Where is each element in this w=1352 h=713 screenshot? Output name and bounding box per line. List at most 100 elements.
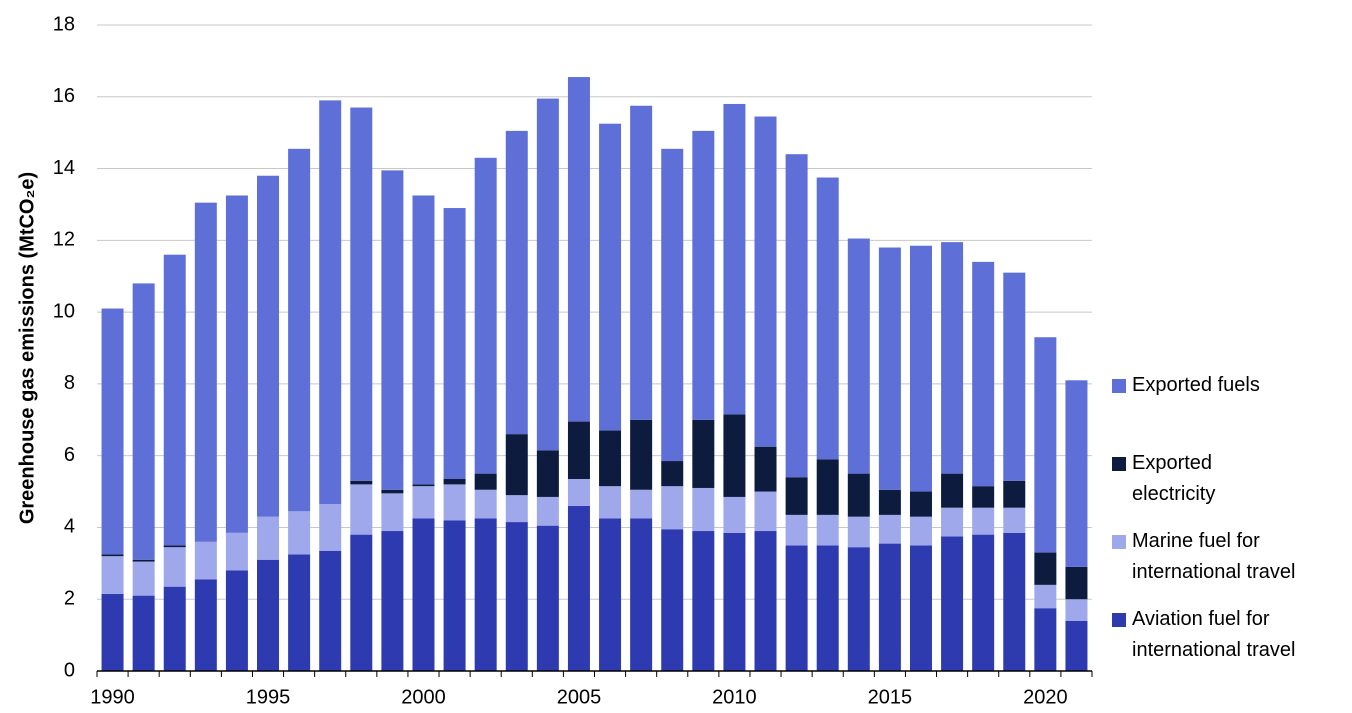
bar-segment bbox=[754, 446, 777, 492]
bar-segment bbox=[536, 450, 559, 497]
bar-segment bbox=[101, 308, 124, 555]
bar-segment bbox=[257, 516, 280, 560]
bar-segment bbox=[567, 77, 590, 422]
bar-segment bbox=[505, 130, 528, 435]
bar-segment bbox=[567, 421, 590, 479]
bar-segment bbox=[412, 486, 435, 519]
bar-segment bbox=[567, 478, 590, 506]
bar-segment bbox=[163, 547, 186, 587]
bar-segment bbox=[972, 261, 995, 487]
bar-segment bbox=[692, 130, 715, 420]
bar-segment bbox=[661, 529, 684, 671]
y-tick-label: 12 bbox=[53, 229, 75, 251]
bar-segment bbox=[847, 547, 870, 671]
y-tick-label: 16 bbox=[53, 85, 75, 107]
bar-segment bbox=[754, 531, 777, 671]
bar-segment bbox=[599, 518, 622, 671]
bar-segment bbox=[474, 489, 497, 519]
y-tick-label: 14 bbox=[53, 157, 75, 179]
bar-segment bbox=[443, 520, 466, 671]
bar-segment bbox=[878, 514, 901, 544]
y-axis-label: Greenhouse gas emissions (MtCO₂e) bbox=[16, 172, 38, 524]
bar-segment bbox=[505, 434, 528, 496]
bar-segment bbox=[225, 570, 248, 671]
bar-segment bbox=[816, 177, 839, 460]
y-tick-label: 6 bbox=[64, 444, 75, 466]
bar-segment bbox=[288, 148, 311, 512]
bar-segment bbox=[785, 545, 808, 671]
bar-segment bbox=[878, 543, 901, 671]
bar-segment bbox=[847, 238, 870, 474]
bar-segment bbox=[599, 486, 622, 519]
bar-segment bbox=[692, 531, 715, 671]
legend-swatch bbox=[1112, 379, 1126, 393]
bar-segment bbox=[257, 559, 280, 671]
bar-segment bbox=[350, 534, 373, 671]
bar-segment bbox=[381, 489, 404, 494]
bar-segment bbox=[443, 208, 466, 479]
bar-segment bbox=[1065, 620, 1088, 671]
legend-item: Exported fuels bbox=[1112, 370, 1352, 401]
bar-segment bbox=[288, 511, 311, 555]
bar-segment bbox=[785, 514, 808, 546]
x-tick-label: 2000 bbox=[401, 686, 446, 708]
bar-segment bbox=[630, 489, 653, 519]
legend-label: Aviation fuel for international travel bbox=[1132, 608, 1296, 661]
y-tick-label: 18 bbox=[53, 13, 75, 35]
legend-swatch bbox=[1112, 613, 1126, 627]
bar-segment bbox=[941, 507, 964, 537]
x-tick-label: 1995 bbox=[246, 686, 291, 708]
bar-segment bbox=[785, 154, 808, 478]
x-tick-label: 2015 bbox=[868, 686, 913, 708]
legend-label: Marine fuel for international travel bbox=[1132, 530, 1296, 583]
bar-segment bbox=[754, 116, 777, 447]
bar-segment bbox=[536, 525, 559, 671]
bar-segment bbox=[505, 522, 528, 671]
bar-segment bbox=[630, 419, 653, 490]
bar-segment bbox=[816, 514, 839, 546]
bar-segment bbox=[630, 105, 653, 420]
bar-segment bbox=[412, 195, 435, 485]
legend-item: Marine fuel for international travel bbox=[1112, 526, 1352, 588]
bar-segment bbox=[816, 459, 839, 515]
bar-segment bbox=[661, 461, 684, 487]
bar-segment bbox=[381, 170, 404, 490]
bar-segment bbox=[319, 550, 342, 671]
bar-segment bbox=[816, 545, 839, 671]
bar-segment bbox=[1034, 584, 1057, 609]
bar-segment bbox=[567, 505, 590, 671]
x-tick-label: 1990 bbox=[90, 686, 135, 708]
bar-segment bbox=[350, 107, 373, 481]
bar-segment bbox=[536, 98, 559, 451]
bar-segment bbox=[1003, 272, 1026, 481]
bar-segment bbox=[723, 532, 746, 671]
bar-segment bbox=[1034, 608, 1057, 671]
bar-segment bbox=[132, 595, 155, 671]
bar-segment bbox=[909, 545, 932, 671]
bar-segment bbox=[536, 496, 559, 526]
legend-label: Exported fuels bbox=[1132, 374, 1260, 396]
legend-swatch bbox=[1112, 535, 1126, 549]
y-tick-label: 2 bbox=[64, 588, 75, 610]
bar-segment bbox=[194, 202, 217, 542]
bar-segment bbox=[847, 473, 870, 517]
bar-segment bbox=[1065, 566, 1088, 600]
bar-segment bbox=[474, 473, 497, 490]
bar-segment bbox=[692, 419, 715, 488]
y-tick-label: 0 bbox=[64, 659, 75, 681]
bar-segment bbox=[257, 175, 280, 517]
bar-segment bbox=[630, 518, 653, 671]
bar-segment bbox=[412, 518, 435, 671]
bar-segment bbox=[225, 532, 248, 571]
bar-segment bbox=[474, 157, 497, 474]
bar-segment bbox=[412, 484, 435, 487]
x-tick-label: 2010 bbox=[712, 686, 757, 708]
bar-segment bbox=[1065, 599, 1088, 621]
bar-segment bbox=[381, 531, 404, 671]
bar-segment bbox=[288, 554, 311, 671]
bar-segment bbox=[319, 504, 342, 551]
bar-segment bbox=[163, 545, 186, 548]
y-tick-label: 10 bbox=[53, 300, 75, 322]
y-tick-label: 4 bbox=[64, 516, 75, 538]
bar-segment bbox=[132, 283, 155, 560]
